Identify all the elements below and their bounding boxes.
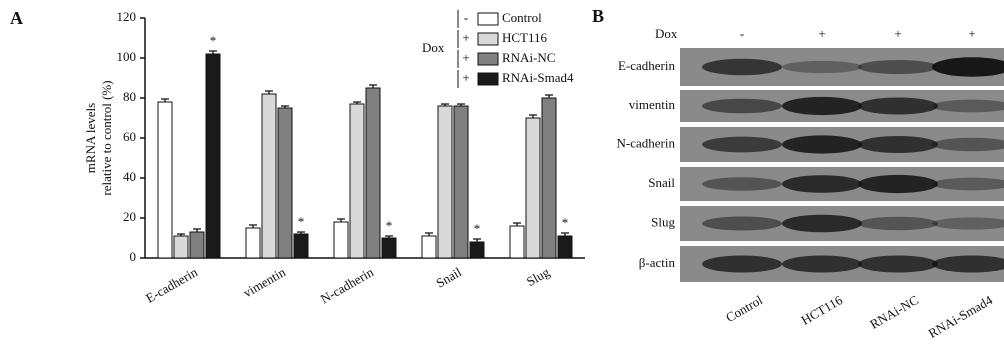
legend-title: Dox [422, 40, 445, 55]
blot-band [782, 135, 862, 153]
blot-band [858, 217, 938, 230]
protein-label: E-cadherin [618, 58, 676, 73]
bar [278, 108, 292, 258]
y-tick-label: 20 [123, 209, 136, 224]
blot-band [702, 137, 782, 153]
y-tick-label: 80 [123, 89, 136, 104]
legend-dox-sign: - [464, 10, 468, 25]
x-tick-label: Snail [433, 264, 464, 291]
bar [294, 234, 308, 258]
bar [510, 226, 524, 258]
legend-dox-sign: + [462, 70, 469, 85]
blot-band [858, 60, 938, 74]
treatment-label: Dox [655, 26, 678, 41]
significance-mark: * [562, 215, 569, 230]
legend-label: Control [502, 10, 542, 25]
y-tick-label: 120 [117, 9, 137, 24]
bar [246, 228, 260, 258]
x-tick-label: E-cadherin [143, 264, 200, 306]
blot-band [858, 256, 938, 273]
y-axis-label: relative to control (%) [99, 80, 114, 195]
protein-label: β-actin [639, 255, 676, 270]
bar [542, 98, 556, 258]
treatment-sign: + [818, 26, 825, 41]
blot-band [782, 175, 862, 193]
panel-label: A [10, 8, 23, 28]
legend-label: RNAi-NC [502, 50, 555, 65]
blot-band [702, 256, 782, 273]
blot-band [782, 61, 862, 73]
bar [366, 88, 380, 258]
treatment-sign: + [894, 26, 901, 41]
bar [422, 236, 436, 258]
bar [526, 118, 540, 258]
blot-band [702, 99, 782, 114]
legend-swatch [478, 73, 498, 85]
protein-label: Snail [648, 175, 675, 190]
blot-band [782, 256, 862, 273]
y-tick-label: 100 [117, 49, 137, 64]
legend-label: HCT116 [502, 30, 548, 45]
legend-swatch [478, 53, 498, 65]
legend-dox-sign: + [462, 30, 469, 45]
blot-band [858, 175, 938, 193]
x-tick-label: N-cadherin [318, 264, 377, 306]
legend-swatch [478, 33, 498, 45]
bar [158, 102, 172, 258]
lane-label: HCT116 [798, 292, 845, 328]
bar [470, 242, 484, 258]
bar [382, 238, 396, 258]
significance-mark: * [210, 33, 217, 48]
treatment-sign: + [968, 26, 975, 41]
blot-band [702, 217, 782, 231]
lane-label: RNAi-Smad4 [926, 292, 996, 341]
blot-band [858, 98, 938, 115]
y-axis-label: mRNA levels [83, 103, 98, 173]
blot-band [782, 97, 862, 115]
bar [438, 106, 452, 258]
bar [350, 104, 364, 258]
bar [262, 94, 276, 258]
significance-mark: * [474, 221, 481, 236]
blot-band [702, 59, 782, 75]
y-tick-label: 40 [123, 169, 136, 184]
panel-label: B [592, 6, 604, 26]
bar [174, 236, 188, 258]
bar [206, 54, 220, 258]
lane-label: RNAi-NC [867, 292, 921, 332]
blot-band [702, 177, 782, 190]
bar [558, 236, 572, 258]
significance-mark: * [386, 218, 393, 233]
treatment-sign: - [740, 26, 744, 41]
bar [190, 232, 204, 258]
blot-band [858, 136, 938, 153]
legend-dox-sign: + [462, 50, 469, 65]
x-tick-label: vimentin [240, 264, 288, 300]
lane-label: Control [723, 292, 765, 325]
significance-mark: * [298, 214, 305, 229]
x-tick-label: Slug [524, 264, 553, 289]
bar [454, 106, 468, 258]
figure: A B Dox Dox 0 20 40 60 80 100 120 mRNA levelsre… [0, 0, 1004, 359]
legend-label: RNAi-Smad4 [502, 70, 574, 85]
bar [334, 222, 348, 258]
protein-label: N-cadherin [617, 135, 676, 150]
protein-label: Slug [651, 214, 675, 229]
y-tick-label: 0 [130, 249, 137, 264]
legend-swatch [478, 13, 498, 25]
blot-band [782, 215, 862, 233]
y-tick-label: 60 [123, 129, 136, 144]
protein-label: vimentin [629, 97, 676, 112]
